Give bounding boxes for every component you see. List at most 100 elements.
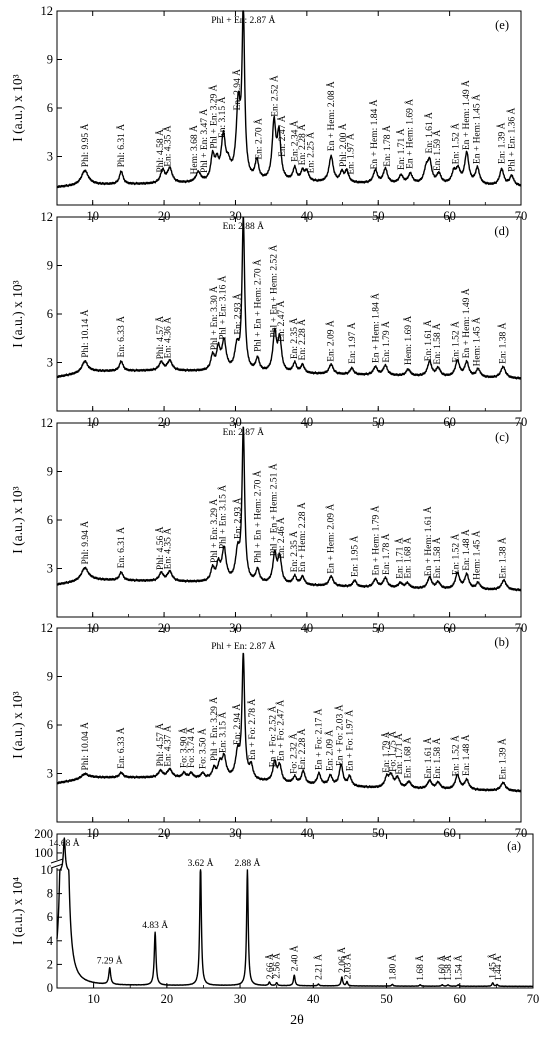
panel-label: (d) bbox=[494, 224, 509, 238]
peak-annotation: En: 1.79 Å bbox=[380, 731, 392, 773]
y-axis-label: I (a.u.) x 10³ bbox=[10, 486, 25, 553]
y-axis-label: I (a.u.) x 10³ bbox=[10, 691, 25, 758]
y-tick-label: 3 bbox=[47, 356, 53, 370]
x-tick-label: 60 bbox=[443, 826, 456, 840]
peak-annotation: En: 1.52 Å bbox=[449, 735, 461, 777]
peak-annotation: 1.58 Å bbox=[442, 955, 454, 981]
peak-annotation: Phl: 4.57 Å bbox=[154, 723, 166, 767]
peak-annotation: Phl + En: 3.29 Å bbox=[208, 697, 220, 761]
y-tick-label: 6 bbox=[47, 910, 53, 924]
peak-annotation: En: 1.48 Å bbox=[460, 529, 472, 571]
panel-label: (e) bbox=[495, 18, 509, 32]
peak-annotation: En: 1.58 Å bbox=[431, 537, 443, 579]
peak-annotation: En: 1.59 Å bbox=[431, 130, 443, 172]
peak-annotation: En + Hem: 1.49 Å bbox=[460, 80, 472, 150]
peak-annotation: En: 2.46 Å bbox=[275, 517, 287, 559]
x-tick-label: 30 bbox=[229, 826, 242, 840]
peak-annotation: 4.83 Å bbox=[142, 919, 168, 931]
y-tick-label: 6 bbox=[47, 718, 53, 732]
panel-label: (a) bbox=[507, 839, 521, 853]
peak-annotation: En: 1.38 Å bbox=[496, 537, 508, 579]
y-tick-label: 10 bbox=[41, 863, 54, 877]
peak-annotation: En: 4.35 Å bbox=[162, 125, 174, 167]
peak-annotation: Phl + En: 3.47 Å bbox=[198, 109, 210, 173]
y-tick-label: 12 bbox=[41, 416, 54, 430]
peak-annotation: En: 1.79 Å bbox=[380, 321, 392, 363]
peak-annotation: Phl: 2.00 Å bbox=[337, 123, 349, 167]
y-tick-label: 12 bbox=[41, 4, 54, 18]
peak-annotation: Phl + En + Hem: 2.51 Å bbox=[267, 463, 279, 556]
x-tick-label: 70 bbox=[527, 992, 540, 1006]
peak-annotation: En + Fo: 1.97 Å bbox=[344, 710, 356, 772]
peak-annotation: En + Hem: 2.28 Å bbox=[296, 502, 308, 572]
x-tick-label: 70 bbox=[515, 826, 528, 840]
peak-annotation: En: 2.35 Å bbox=[288, 531, 300, 573]
peak-annotation: Fo: 2.32 Å bbox=[287, 733, 299, 774]
peak-annotation: En: 2.35 Å bbox=[288, 318, 300, 360]
xrd-pattern-line bbox=[56, 837, 534, 988]
peak-annotation: En: 2.47 Å bbox=[276, 115, 288, 157]
peak-annotation: Phl: 4.58 Å bbox=[154, 129, 166, 173]
peak-annotation: En: 6.33 Å bbox=[115, 727, 127, 769]
panel-b: 10 20 30 40 50 60 70 3 6 9 12 I (a.u.) x 10³ (b) Phl:… bbox=[10, 621, 527, 840]
y-tick-label: 6 bbox=[47, 101, 53, 115]
y-tick-label: 3 bbox=[47, 767, 53, 781]
peak-annotation: En: 2.28 Å bbox=[296, 728, 308, 770]
peak-annotation: 2.40 Å bbox=[288, 945, 300, 971]
peak-annotation: En: 1.71 Å bbox=[395, 128, 407, 170]
x-tick-label: 50 bbox=[380, 992, 393, 1006]
x-tick-label: 20 bbox=[158, 415, 171, 429]
peak-annotation: En: 2.09 Å bbox=[324, 320, 336, 362]
panel-label: (c) bbox=[495, 430, 509, 444]
y-axis-label: I (a.u.) x 10³ bbox=[10, 74, 25, 141]
peak-annotation: 1.68 Å bbox=[414, 955, 426, 981]
peak-annotation: Phl: 9.94 Å bbox=[79, 521, 91, 565]
y-tick-label: 0 bbox=[47, 981, 53, 995]
peak-annotation: Hem: 3.68 Å bbox=[188, 125, 200, 174]
peak-annotation: Phl: 4.57 Å bbox=[154, 316, 166, 360]
peak-annotation: 2.56 Å bbox=[271, 953, 283, 979]
x-tick-label: 20 bbox=[158, 826, 171, 840]
peak-annotation: 7.29 Å bbox=[97, 955, 123, 967]
peak-annotation: Phl + En: 3.29 Å bbox=[207, 84, 219, 148]
peak-annotation: En: 1.71 Å bbox=[394, 537, 406, 579]
x-tick-label: 40 bbox=[301, 415, 314, 429]
peak-annotation: En + Hem: 2.08 Å bbox=[325, 81, 337, 151]
x-tick-label: 40 bbox=[301, 826, 314, 840]
peak-annotation: En + Hem: 1.79 Å bbox=[369, 505, 381, 575]
x-tick-label: 10 bbox=[86, 209, 99, 223]
peak-annotation: Phl + En: 3.30 Å bbox=[208, 286, 220, 350]
peak-annotation: Hem: 1.69 Å bbox=[402, 316, 414, 365]
peak-annotation: En: 2.34 Å bbox=[289, 120, 301, 162]
peak-annotation: En: 1.97 Å bbox=[344, 133, 356, 175]
peak-annotation: En: 1.52 Å bbox=[449, 534, 461, 576]
x-tick-label: 20 bbox=[161, 992, 174, 1006]
peak-annotation: En: 1.52 Å bbox=[449, 123, 461, 165]
peak-annotation: Phl + En: 3.29 Å bbox=[208, 499, 220, 563]
peak-annotation: En: 2.94 Å bbox=[231, 704, 243, 746]
peak-annotation: En + Fo: 2.17 Å bbox=[312, 708, 324, 770]
peak-annotation: En: 1.61 Å bbox=[422, 737, 434, 779]
peak-annotation: En + Fo: 2.78 Å bbox=[246, 699, 258, 761]
peak-annotation: En: 1.38 Å bbox=[496, 322, 508, 364]
peak-annotation: En: 1.61 Å bbox=[423, 112, 435, 154]
peak-annotation: Fo: 3.74 Å bbox=[185, 727, 197, 768]
x-tick-label: 60 bbox=[443, 415, 456, 429]
x-tick-label: 10 bbox=[86, 415, 99, 429]
peak-annotation: En + Hem: 1.84 Å bbox=[369, 293, 381, 363]
y-tick-label: 9 bbox=[47, 53, 53, 67]
y-tick-label: 8 bbox=[47, 887, 53, 901]
peak-annotation: En: 4.35 Å bbox=[162, 528, 174, 570]
x-tick-label: 60 bbox=[443, 209, 456, 223]
peak-annotation: Phl + En: 1.36 Å bbox=[506, 107, 518, 171]
peak-annotation: 1.80 Å bbox=[386, 954, 398, 980]
peak-annotation: Phl + En + Hem: 2.52 Å bbox=[267, 245, 279, 338]
x-tick-label: 70 bbox=[515, 415, 528, 429]
peak-annotation: Phl: 10.04 Å bbox=[79, 722, 91, 770]
x-tick-label: 10 bbox=[86, 826, 99, 840]
peak-annotation: En + Hem: 1.61 Å bbox=[422, 506, 434, 576]
peak-annotation: En: 2.87 Å bbox=[223, 426, 265, 438]
panel-c: 10 20 30 40 50 60 70 3 6 9 12 I (a.u.) x 10³ (c) Phl:… bbox=[10, 416, 527, 635]
